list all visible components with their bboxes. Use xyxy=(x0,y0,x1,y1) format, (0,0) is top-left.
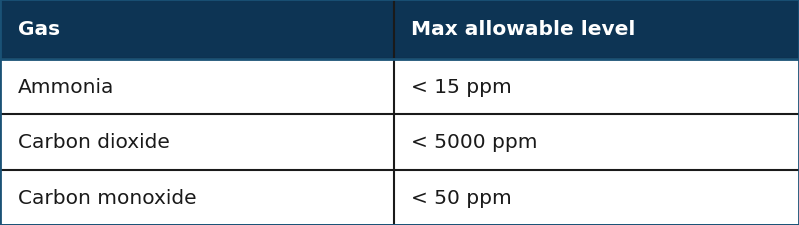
Text: Ammonia: Ammonia xyxy=(18,78,114,97)
Text: Carbon monoxide: Carbon monoxide xyxy=(18,188,197,207)
Text: Carbon dioxide: Carbon dioxide xyxy=(18,133,169,152)
Bar xyxy=(0,60,799,115)
Bar xyxy=(0,170,799,225)
Text: < 50 ppm: < 50 ppm xyxy=(411,188,512,207)
Text: Gas: Gas xyxy=(18,20,60,39)
Bar xyxy=(0,115,799,170)
Text: Max allowable level: Max allowable level xyxy=(411,20,636,39)
Text: < 15 ppm: < 15 ppm xyxy=(411,78,512,97)
Text: < 5000 ppm: < 5000 ppm xyxy=(411,133,538,152)
Bar xyxy=(0,0,799,60)
